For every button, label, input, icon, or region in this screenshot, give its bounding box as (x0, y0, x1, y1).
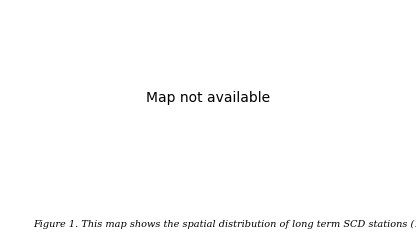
Text: Figure 1. This map shows the spatial distribution of long term SCD stations (188: Figure 1. This map shows the spatial dis… (33, 220, 416, 229)
Text: Map not available: Map not available (146, 91, 270, 105)
